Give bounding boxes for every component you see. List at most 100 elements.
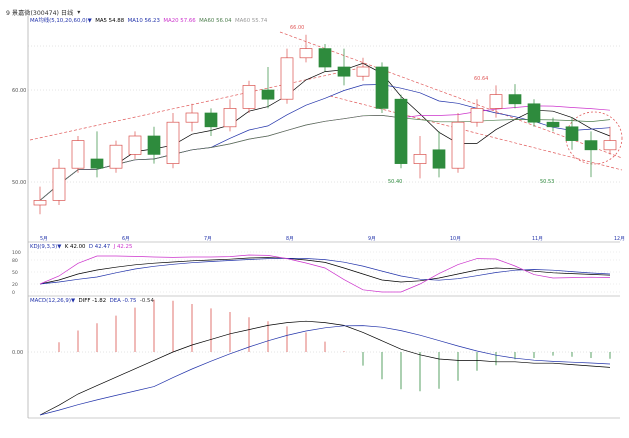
candle-down-body bbox=[565, 126, 579, 141]
candle-up-body bbox=[71, 140, 85, 169]
chevron-down-icon[interactable]: ▾ bbox=[77, 8, 81, 16]
candlestick-layer bbox=[33, 34, 617, 215]
x-axis-label: 10月 bbox=[450, 236, 461, 242]
macd-histogram-and-lines bbox=[39, 299, 611, 416]
kdj-y-ticks: 100 80 50 20 0 bbox=[12, 250, 620, 296]
candle-down-body bbox=[261, 89, 275, 100]
candle-down-body bbox=[584, 140, 598, 151]
kdj-legend: KDJ(9,3,3)▼ K 42.00 D 42.47 J 42.25 bbox=[30, 244, 132, 250]
annotation-low-1: 50.40 bbox=[388, 179, 402, 185]
legend-ma20: MA20 57.66 bbox=[163, 18, 196, 24]
candlestick bbox=[432, 131, 446, 178]
legend-kdj-title[interactable]: KDJ(9,3,3)▼ bbox=[30, 244, 62, 250]
candlestick bbox=[584, 131, 598, 178]
macd-legend: MACD(12,26,9)▼ DIFF -1.82 DEA -0.75 -0.5… bbox=[30, 298, 154, 304]
legend-d: D 42.47 bbox=[88, 244, 111, 250]
candle-up-body bbox=[166, 121, 180, 164]
x-axis-label: 5月 bbox=[40, 236, 48, 242]
kdj-d-line bbox=[39, 257, 611, 285]
candlestick bbox=[508, 84, 522, 109]
annotation-high: 66.00 bbox=[290, 25, 304, 31]
legend-ma60: MA60 56.04 bbox=[199, 18, 232, 24]
candle-down-body bbox=[204, 112, 218, 128]
x-axis-labels: 5月 6月 7月 8月 9月 10月 11月 12月 bbox=[40, 236, 625, 242]
candlestick bbox=[318, 44, 332, 72]
window-title-bar: 9 景嘉微(300474) 日线 ▾ bbox=[6, 6, 80, 18]
candlestick bbox=[109, 140, 123, 173]
candlestick bbox=[394, 94, 408, 169]
legend-ma5: MA5 54.88 bbox=[95, 18, 125, 24]
x-axis-label: 12月 bbox=[614, 236, 625, 242]
trendline-upper bbox=[279, 31, 623, 159]
candle-up-body bbox=[356, 66, 370, 77]
trendline-lower-left bbox=[29, 67, 361, 141]
candle-down-body bbox=[432, 149, 446, 169]
candle-down-body bbox=[375, 66, 389, 109]
candle-up-body bbox=[299, 48, 313, 59]
ma5-line bbox=[39, 62, 611, 201]
x-axis-label: 9月 bbox=[368, 236, 376, 242]
candle-up-body bbox=[33, 200, 47, 206]
kdj-j-line bbox=[39, 254, 611, 293]
ma30-line bbox=[39, 115, 611, 201]
candle-up-body bbox=[413, 154, 427, 164]
candlestick bbox=[546, 117, 560, 132]
legend-dea: DEA -0.75 bbox=[109, 298, 137, 304]
y-tick-60: 60.00 bbox=[12, 88, 26, 94]
candle-down-body bbox=[546, 121, 560, 128]
candle-down-body bbox=[337, 66, 351, 77]
macd-y-tick-0: 0.00 bbox=[12, 350, 23, 356]
candlestick bbox=[185, 103, 199, 132]
kdj-y-tick: 0 bbox=[12, 290, 15, 296]
x-axis-label: 6月 bbox=[122, 236, 130, 242]
candle-up-body bbox=[242, 85, 256, 109]
legend-k: K 42.00 bbox=[64, 244, 86, 250]
candlestick bbox=[204, 108, 218, 136]
moving-average-layer bbox=[39, 62, 611, 201]
legend-ma10: MA10 56.23 bbox=[127, 18, 160, 24]
candle-up-body bbox=[470, 108, 484, 123]
candlestick bbox=[451, 113, 465, 173]
x-axis-label: 11月 bbox=[532, 236, 543, 242]
candlestick bbox=[470, 99, 484, 127]
candle-up-body bbox=[451, 121, 465, 169]
candlestick bbox=[242, 80, 256, 113]
candle-up-body bbox=[128, 135, 142, 155]
candlestick bbox=[603, 126, 617, 155]
candlestick bbox=[147, 126, 161, 164]
kdj-y-tick: 80 bbox=[12, 258, 18, 264]
ma10-line bbox=[39, 84, 611, 201]
candle-up-body bbox=[223, 108, 237, 128]
kdj-y-tick: 50 bbox=[12, 270, 18, 276]
kdj-y-tick: 20 bbox=[12, 282, 18, 288]
macd-diff-line bbox=[39, 320, 611, 416]
candlestick bbox=[223, 99, 237, 132]
main-legend: MA均线(5,10,20,60,0)▼ MA5 54.88 MA10 56.23… bbox=[30, 16, 267, 24]
kdj-y-tick: 100 bbox=[12, 250, 21, 256]
legend-diff: DIFF -1.82 bbox=[78, 298, 107, 304]
candle-up-body bbox=[489, 94, 503, 109]
candlestick bbox=[261, 67, 275, 109]
candlestick bbox=[356, 57, 370, 81]
kdj-k-line bbox=[39, 257, 611, 285]
candlestick bbox=[413, 136, 427, 179]
candlestick bbox=[52, 159, 66, 205]
candlestick bbox=[527, 99, 541, 127]
candlestick bbox=[337, 48, 351, 86]
ma20-line bbox=[39, 105, 611, 201]
candle-down-body bbox=[147, 135, 161, 155]
window-title: 9 景嘉微(300474) 日线 bbox=[6, 9, 74, 17]
candlestick bbox=[71, 136, 85, 173]
legend-macd-title[interactable]: MACD(12,26,9)▼ bbox=[30, 298, 76, 304]
kdj-lines bbox=[39, 254, 611, 293]
legend-ma-title[interactable]: MA均线(5,10,20,60,0)▼ bbox=[30, 18, 92, 24]
legend-j: J 42.25 bbox=[113, 244, 133, 250]
candlestick bbox=[299, 34, 313, 63]
candlestick bbox=[565, 117, 579, 150]
annotation-mid-high: 60.64 bbox=[474, 76, 488, 82]
candlestick bbox=[90, 131, 104, 178]
candlestick bbox=[489, 85, 503, 118]
legend-ma60-b: MA60 55.74 bbox=[234, 18, 268, 24]
